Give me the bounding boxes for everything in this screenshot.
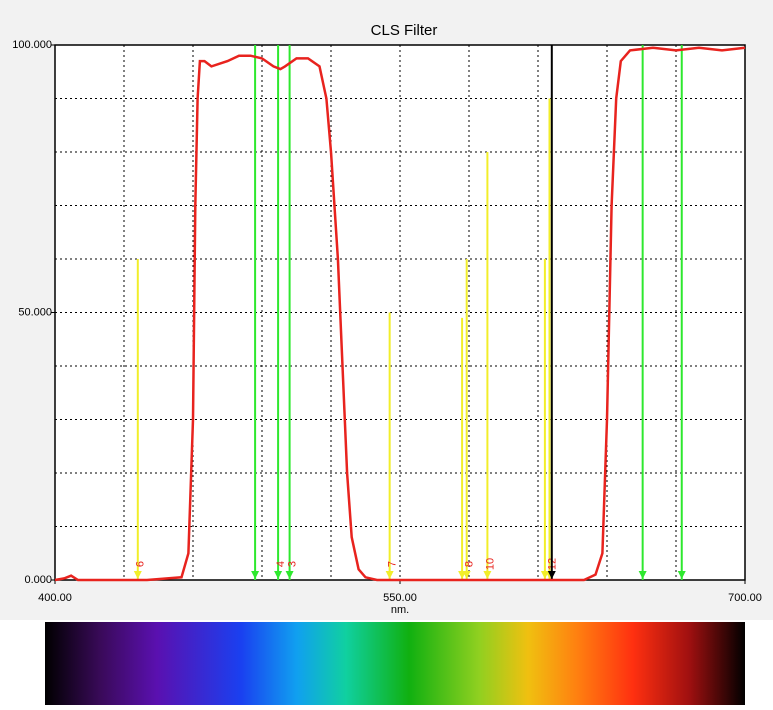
marker-label: 8 xyxy=(464,561,476,567)
marker-arrow xyxy=(462,571,471,579)
marker-arrow xyxy=(285,571,294,579)
x-axis-label: nm. xyxy=(391,604,409,616)
marker-arrow xyxy=(483,571,492,579)
marker-arrow xyxy=(251,571,260,579)
chart-title: CLS Filter xyxy=(371,22,438,39)
transmission-curve xyxy=(54,46,746,582)
marker-label: 7 xyxy=(387,561,399,567)
y-tick-label: 100.000 xyxy=(12,39,52,51)
x-tick-label: 550.00 xyxy=(383,592,417,604)
x-tick-label: 700.00 xyxy=(728,592,762,604)
marker-arrow xyxy=(133,571,142,579)
marker-arrow xyxy=(638,571,647,579)
marker-arrow xyxy=(385,571,394,579)
marker-arrow xyxy=(677,571,686,579)
spectrum-bar xyxy=(45,622,745,705)
x-tick-label: 400.00 xyxy=(38,592,72,604)
y-tick-label: 50.000 xyxy=(18,306,52,318)
marker-arrow xyxy=(274,571,283,579)
marker-label: 10 xyxy=(484,558,496,570)
marker-label: 4 xyxy=(275,561,287,567)
marker-arrow xyxy=(547,571,556,579)
marker-label: 3 xyxy=(287,561,299,567)
marker-label: 6 xyxy=(135,561,147,567)
y-tick-label: 0.000 xyxy=(24,574,52,586)
